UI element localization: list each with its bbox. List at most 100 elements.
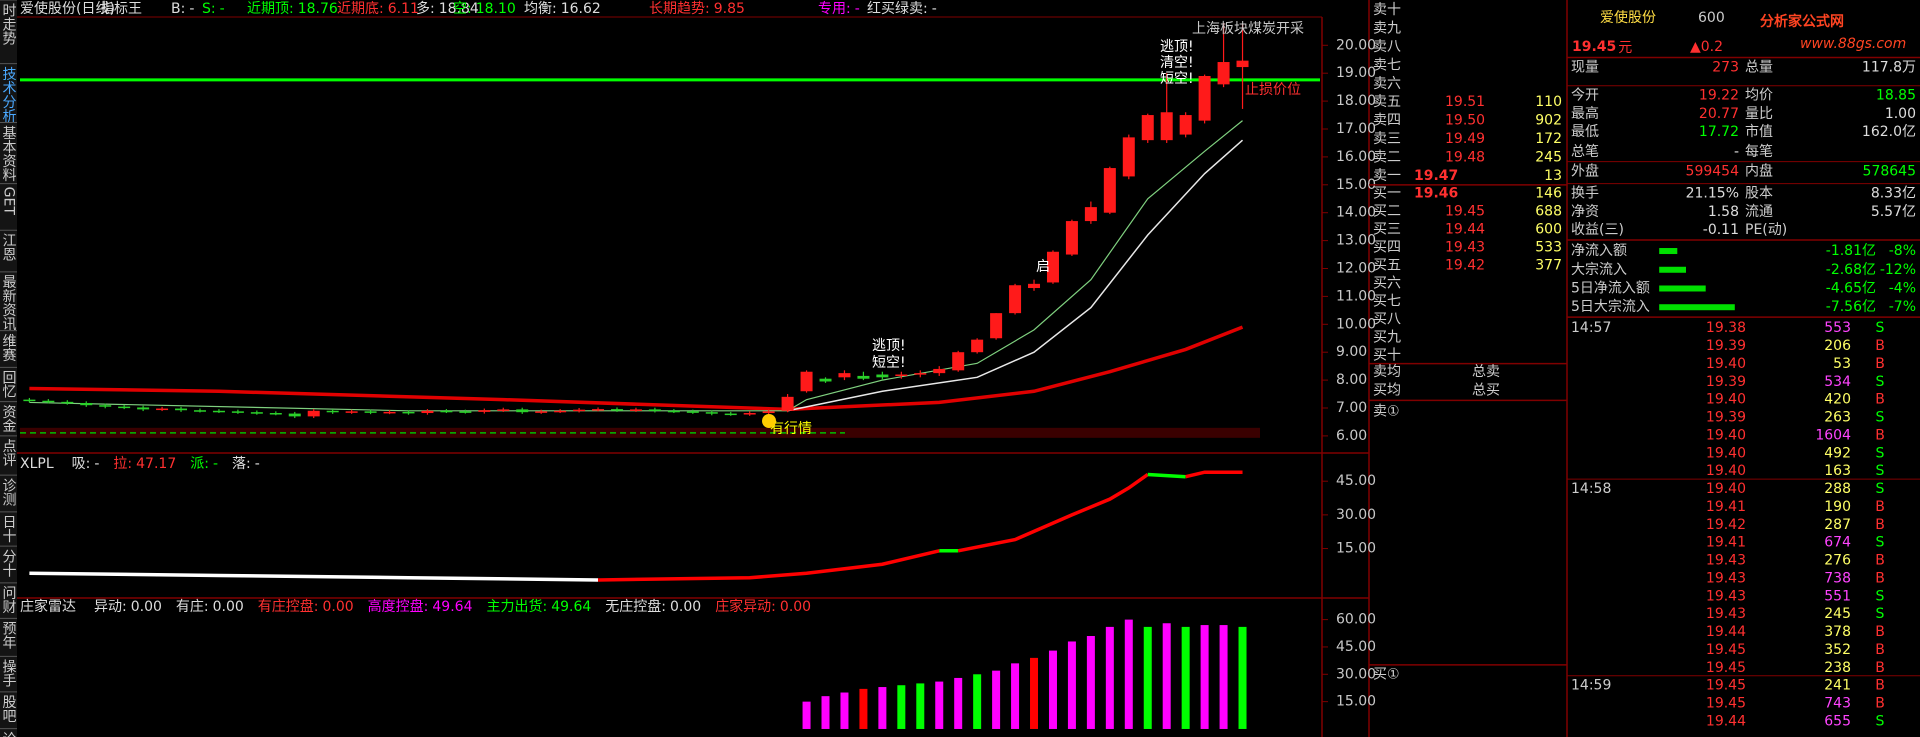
- candle-body: [1122, 137, 1135, 177]
- candle-body: [231, 411, 244, 413]
- book-volume: 172: [1535, 131, 1562, 147]
- indicator-value: 0.00: [670, 599, 701, 615]
- book-level: 卖十: [1373, 2, 1401, 18]
- quote-value: 117.8万: [1862, 59, 1916, 75]
- sidebar-tab[interactable]: 时走势: [1, 3, 17, 46]
- sidebar-tab[interactable]: 最新资讯: [1, 275, 17, 332]
- candle-body: [1084, 207, 1097, 222]
- candle-body: [42, 400, 55, 403]
- tick-side: S: [1876, 481, 1885, 497]
- y-tick-label: 60.00: [1336, 612, 1376, 628]
- indicator-value: -: [220, 1, 225, 17]
- sidebar-tab[interactable]: 维赛: [1, 334, 17, 362]
- sidebar-tab[interactable]: 基本资料: [1, 125, 17, 182]
- indicator-label: 红买绿卖:: [867, 1, 928, 17]
- candle-body: [876, 374, 889, 378]
- tick-price: 19.45: [1706, 678, 1746, 694]
- tick-volume: 287: [1824, 517, 1851, 533]
- book-volume: 533: [1535, 239, 1562, 255]
- radar-bar: [1200, 625, 1209, 729]
- y-tick-label: 9.00: [1336, 344, 1367, 360]
- y-tick-label: 19.00: [1336, 65, 1376, 81]
- sidebar-tab[interactable]: 问财: [1, 586, 17, 615]
- book-level: 卖二: [1373, 150, 1401, 166]
- tick-side: B: [1875, 660, 1885, 676]
- book-level: 卖七: [1373, 57, 1401, 73]
- book-summary-label: 总卖: [1472, 364, 1500, 380]
- book-volume: 688: [1535, 203, 1562, 219]
- quote-value: -0.11: [1703, 222, 1739, 238]
- radar-bar: [954, 677, 963, 729]
- book-level: 买七: [1373, 293, 1401, 309]
- tick-volume: 1604: [1815, 427, 1851, 443]
- stock-code: 600: [1698, 10, 1725, 26]
- sidebar-tab[interactable]: 点评: [1, 439, 17, 467]
- flow-bar: [1659, 266, 1686, 273]
- sidebar-tab[interactable]: 江恩: [1, 233, 17, 261]
- sidebar-tab[interactable]: 资金: [1, 405, 17, 433]
- radar-bar: [992, 670, 1001, 729]
- sidebar-tab[interactable]: 诊测: [1, 478, 17, 506]
- sidebar-tab[interactable]: 论: [1, 732, 17, 737]
- tick-side: B: [1875, 392, 1885, 408]
- candle-body: [819, 378, 832, 382]
- sidebar-tab[interactable]: 预年: [1, 621, 17, 649]
- flow-pct: -8%: [1889, 243, 1916, 259]
- tick-side: B: [1875, 570, 1885, 586]
- tick-volume: 743: [1824, 696, 1851, 712]
- candle-body: [554, 410, 567, 413]
- book-price: 19.46: [1414, 185, 1458, 201]
- tick-price: 19.45: [1706, 660, 1746, 676]
- book-summary-label: 买均: [1373, 383, 1401, 399]
- tick-side: B: [1875, 624, 1885, 640]
- sidebar-tab[interactable]: 股吧: [1, 695, 17, 723]
- indicator-label: 主力出货:: [486, 598, 547, 615]
- quote-label: 市值: [1745, 123, 1773, 140]
- sidebar-tab[interactable]: 技术分析: [1, 67, 17, 123]
- book-volume: 600: [1535, 221, 1562, 237]
- tick-volume: 206: [1824, 338, 1851, 354]
- candle-body: [573, 409, 586, 412]
- quote-label: 量比: [1745, 106, 1773, 122]
- sidebar-tab[interactable]: GET: [1, 187, 17, 216]
- indicator-value: 47.17: [136, 456, 176, 472]
- y-tick-label: 7.00: [1336, 400, 1367, 416]
- quote-value: 18.85: [1876, 88, 1916, 104]
- watermark-title: 分析家公式网: [1760, 13, 1844, 30]
- quote-label: 收益(三): [1571, 222, 1624, 238]
- sidebar-tab[interactable]: 日十: [1, 515, 17, 543]
- tick-price: 19.39: [1706, 410, 1746, 426]
- candle-body: [1141, 115, 1154, 141]
- xlpl-line: [957, 473, 1149, 553]
- candle-body: [383, 411, 396, 414]
- xlpl-line: [598, 549, 940, 582]
- radar-bar: [878, 687, 887, 729]
- radar-bar: [1067, 641, 1076, 729]
- book-price: 19.51: [1445, 94, 1485, 110]
- y-tick-label: 30.00: [1336, 666, 1376, 682]
- sidebar: [0, 0, 17, 737]
- sidebar-tab[interactable]: 操手: [1, 659, 17, 688]
- candle-body: [1160, 112, 1173, 141]
- candle-body: [1009, 285, 1022, 314]
- indicator-value: 49.64: [432, 599, 472, 615]
- xlpl-line: [1147, 472, 1186, 479]
- sidebar-tab[interactable]: 分十: [1, 549, 17, 577]
- candle-body: [269, 413, 282, 415]
- sidebar-tab[interactable]: 回忆: [1, 370, 17, 398]
- candle-body: [648, 409, 661, 411]
- tick-price: 19.38: [1706, 320, 1746, 336]
- y-tick-label: 6.00: [1336, 428, 1367, 444]
- indicator-label: 近期底:: [337, 1, 384, 17]
- book-level: 买八: [1373, 311, 1401, 327]
- candle-body: [781, 396, 794, 411]
- candle-body: [307, 410, 320, 417]
- queue-label: 买①: [1373, 667, 1400, 683]
- candle-body: [326, 410, 339, 413]
- candle-body: [838, 373, 851, 378]
- flow-amount: -2.68亿: [1826, 262, 1876, 278]
- candle-body: [421, 410, 434, 414]
- indicator-value: -: [213, 456, 218, 472]
- y-tick-label: 8.00: [1336, 372, 1367, 388]
